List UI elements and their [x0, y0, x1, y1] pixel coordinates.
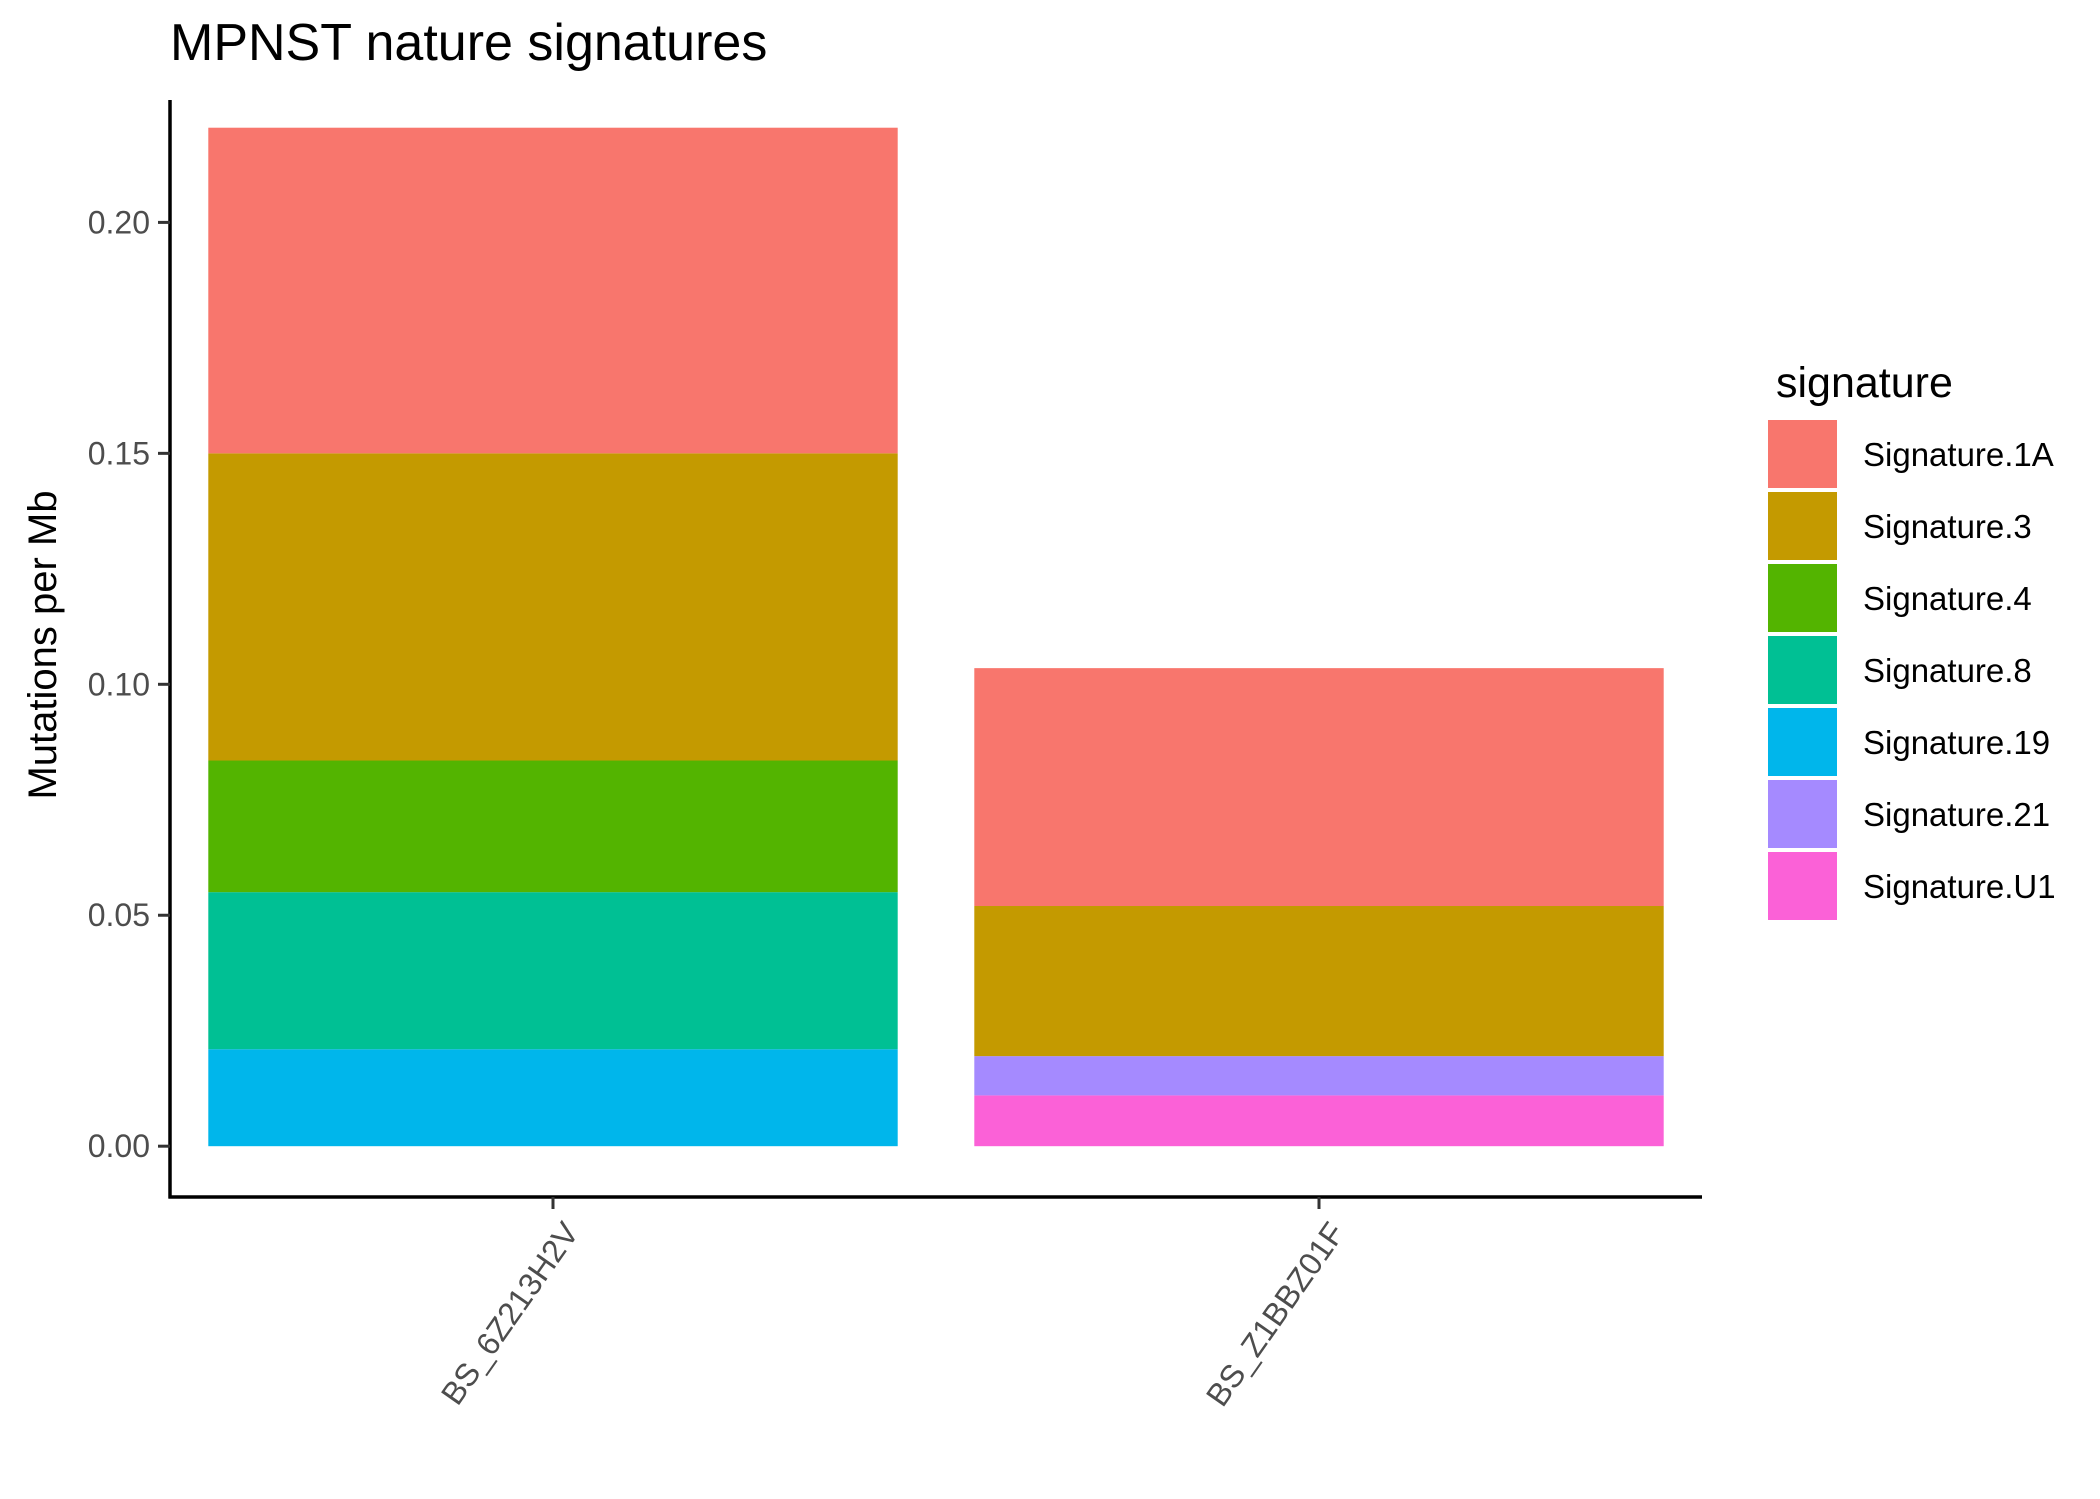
legend-key-swatch: [1768, 492, 1837, 560]
legend-title: signature: [1776, 359, 1953, 407]
legend-item-label: Signature.21: [1863, 796, 2050, 833]
x-tick-label: BS_6Z213H2V: [434, 1215, 586, 1411]
bar-segment-BS_6Z213H2V-Signature.4: [208, 760, 898, 893]
legend-key-swatch: [1768, 780, 1837, 848]
y-tick-label: 0.15: [88, 435, 150, 471]
bar-segment-BS_6Z213H2V-Signature.8: [208, 892, 898, 1050]
y-axis-title: Mutations per Mb: [21, 490, 65, 799]
legend-key-swatch: [1768, 708, 1837, 776]
plot-area: [208, 127, 1664, 1147]
y-tick-label: 0.10: [88, 666, 150, 702]
bar-segment-BS_6Z213H2V-Signature.3: [208, 453, 898, 761]
bar-segment-BS_Z1BBZ01F-Signature.U1: [974, 1095, 1664, 1147]
legend-item-label: Signature.4: [1863, 580, 2032, 617]
legend-item-label: Signature.U1: [1863, 868, 2056, 905]
bar-segment-BS_6Z213H2V-Signature.19: [208, 1049, 898, 1147]
legend: signature Signature.1A Signature.3 Signatu…: [1768, 359, 2056, 920]
legend-item-label: Signature.3: [1863, 508, 2032, 545]
legend-key-swatch: [1768, 420, 1837, 488]
bar-segment-BS_6Z213H2V-Signature.1A: [208, 127, 898, 454]
y-tick-label: 0.20: [88, 204, 150, 240]
legend-key-swatch: [1768, 636, 1837, 704]
chart-title: MPNST nature signatures: [170, 14, 767, 72]
y-tick-label: 0.05: [88, 897, 150, 933]
bar-segment-BS_Z1BBZ01F-Signature.3: [974, 906, 1664, 1057]
x-tick-label: BS_Z1BBZ01F: [1199, 1216, 1352, 1413]
legend-key-swatch: [1768, 564, 1837, 632]
legend-item-label: Signature.19: [1863, 724, 2050, 761]
legend-item-label: Signature.1A: [1863, 436, 2054, 473]
bar-segment-BS_Z1BBZ01F-Signature.21: [974, 1056, 1664, 1096]
bar-segment-BS_Z1BBZ01F-Signature.1A: [974, 668, 1664, 907]
legend-key-swatch: [1768, 852, 1837, 920]
y-tick-label: 0.00: [88, 1128, 150, 1164]
legend-item-label: Signature.8: [1863, 652, 2032, 689]
